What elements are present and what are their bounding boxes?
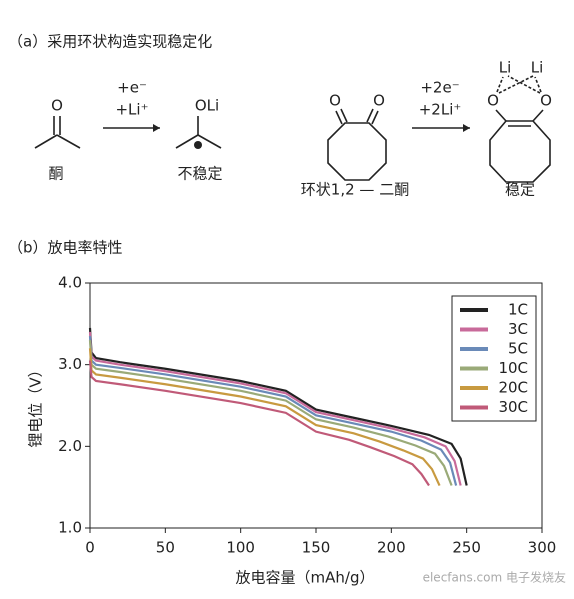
x-tick-label: 250	[452, 539, 481, 557]
reagent: +2Li⁺	[419, 101, 462, 119]
watermark: elecfans.com 电子发烧友	[423, 570, 566, 585]
series-line	[88, 331, 462, 486]
atom: O	[487, 92, 499, 110]
atom: Li	[499, 59, 512, 77]
series-line	[88, 360, 430, 487]
ketone-bonds	[34, 116, 81, 149]
x-tick-label: 0	[85, 539, 95, 557]
series-line	[88, 327, 468, 486]
reagent: +e⁻	[117, 79, 147, 97]
legend-label: 30C	[498, 398, 528, 416]
diketone-bonds	[327, 108, 387, 181]
y-tick-label: 2.0	[58, 437, 82, 455]
label: 不稳定	[177, 165, 222, 183]
radical-dot	[194, 141, 202, 149]
legend-label: 3C	[508, 320, 528, 338]
atom: O	[329, 92, 341, 110]
reagent: +Li⁺	[115, 101, 148, 119]
y-tick-label: 4.0	[58, 274, 82, 292]
label: 酮	[48, 165, 63, 183]
y-axis-label: 锂电位（V）	[27, 362, 45, 447]
reagent: +2e⁻	[420, 79, 459, 97]
x-axis-label: 放电容量（mAh/g）	[236, 569, 375, 587]
label: 环状1,2 — 二酮	[301, 181, 409, 199]
legend-box	[451, 295, 537, 422]
radical-bonds	[175, 116, 222, 149]
y-tick-label: 3.0	[58, 355, 82, 373]
legend-label: 5C	[508, 340, 528, 358]
diagram-title: （a）采用环状构造实现稳定化	[8, 33, 212, 51]
arrow-head	[153, 124, 160, 132]
legend-label: 1C	[508, 301, 528, 319]
legend-label: 20C	[498, 379, 528, 397]
atom: O	[540, 92, 552, 110]
legend-label: 10C	[498, 359, 528, 377]
x-tick-label: 300	[528, 539, 557, 557]
series-line	[88, 348, 441, 486]
x-tick-label: 50	[156, 539, 175, 557]
atom: Li	[531, 59, 544, 77]
atom: OLi	[195, 97, 219, 115]
arrow-head	[463, 124, 470, 132]
series-line	[88, 336, 458, 486]
chart-title: （b）放电率特性	[8, 239, 123, 257]
x-tick-label: 100	[226, 539, 255, 557]
x-tick-label: 200	[377, 539, 406, 557]
y-tick-label: 1.0	[58, 519, 82, 537]
series-line	[88, 340, 453, 486]
atom: O	[373, 92, 385, 110]
label: 稳定	[505, 181, 535, 199]
x-tick-label: 150	[302, 539, 331, 557]
stable-bonds	[489, 75, 551, 183]
atom: O	[51, 97, 63, 115]
